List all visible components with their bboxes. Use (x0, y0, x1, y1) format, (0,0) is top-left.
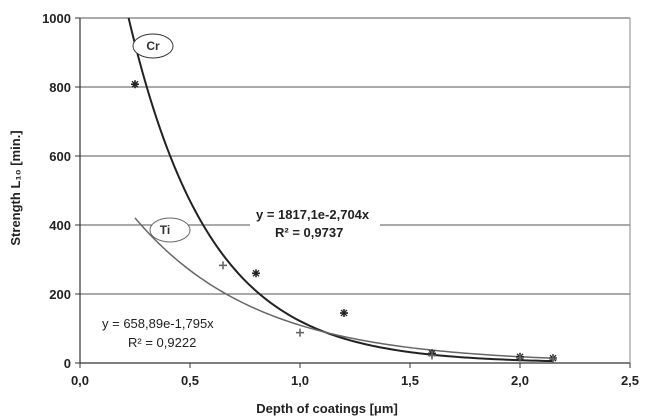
x-tick-label-3: 1,5 (401, 373, 419, 388)
equation-ti: y = 658,89e-1,795x (102, 316, 214, 331)
axes (75, 17, 631, 368)
y-tick-label-3: 600 (49, 149, 71, 164)
x-tick-label-5: 2,5 (621, 373, 639, 388)
y-tick-label-1: 200 (49, 287, 71, 302)
y-tick-label-4: 800 (49, 80, 71, 95)
r-squared-ti: R² = 0,9222 (128, 335, 196, 350)
data-point-ti-2 (428, 351, 436, 360)
data-point-cr-1 (252, 269, 260, 278)
x-tick-label-1: 0,5 (181, 373, 199, 388)
data-point-ti-1 (296, 328, 304, 337)
data-point-ti-3 (516, 353, 524, 362)
data-point-ti-0 (219, 261, 227, 270)
trendline-ti (134, 217, 554, 359)
equation-cr: y = 1817,1e-2,704x (256, 207, 370, 222)
data-points (131, 80, 557, 363)
gridlines (80, 17, 630, 295)
r-squared-cr: R² = 0,9737 (275, 225, 343, 240)
x-axis-title: Depth of coatings [μm] (256, 401, 398, 416)
y-tick-label-2: 400 (49, 218, 71, 233)
series-label-cr-text: Cr (146, 39, 160, 53)
data-point-cr-0 (131, 80, 139, 89)
trendline-cr (127, 18, 554, 363)
series-label-ti-text: Ti (160, 223, 170, 237)
x-tick-label-2: 1,0 (291, 373, 309, 388)
x-tick-label-4: 2,0 (511, 373, 529, 388)
x-tick-label-0: 0,0 (71, 373, 89, 388)
series-label-cr: Cr (132, 33, 174, 59)
data-point-ti-4 (549, 354, 557, 363)
series-label-ti: Ti (149, 217, 191, 243)
data-point-cr-2 (340, 308, 348, 317)
y-axis-title: Strength L₁₀ [min.] (8, 130, 23, 245)
trendlines (127, 18, 554, 363)
tick-labels: 0 200 400 600 800 1000 0,0 0,5 1,0 1,5 2,0 2,5 (42, 11, 639, 388)
y-tick-label-0: 0 (64, 356, 71, 371)
y-tick-label-5: 1000 (42, 11, 71, 26)
